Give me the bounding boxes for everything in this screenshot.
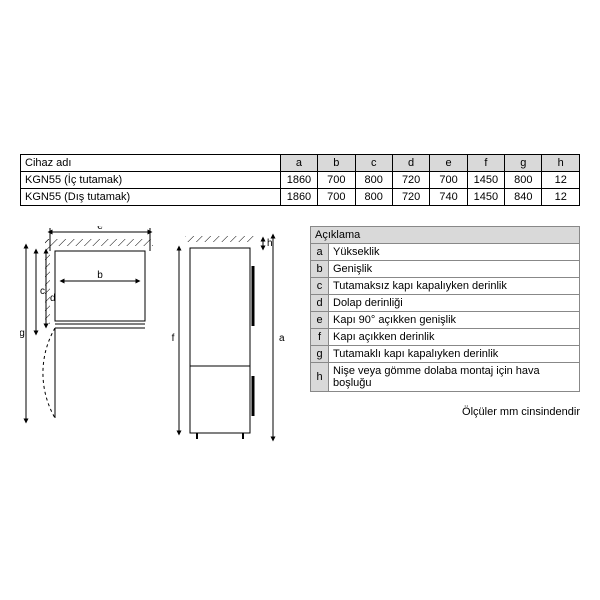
legend-title: Açıklama	[311, 227, 580, 244]
dim-label-g: g	[20, 328, 25, 339]
cell: 700	[430, 172, 467, 189]
row-name: KGN55 (İç tutamak)	[21, 172, 281, 189]
legend-text: Tutamaklı kapı kapalıyken derinlik	[329, 346, 580, 363]
legend-text: Dolap derinliği	[329, 295, 580, 312]
dim-col-b: b	[318, 155, 355, 172]
cell: 800	[505, 172, 542, 189]
cell: 1860	[280, 172, 317, 189]
legend-key: f	[311, 329, 329, 346]
legend-key: b	[311, 261, 329, 278]
dim-label-c: c	[40, 286, 45, 297]
dim-label-e: e	[97, 226, 103, 232]
dim-label-b: b	[97, 270, 103, 281]
dim-label-f: f	[172, 333, 175, 344]
dim-col-c: c	[355, 155, 392, 172]
dim-col-h: h	[542, 155, 580, 172]
cell: 1450	[467, 172, 504, 189]
legend-text: Kapı 90° açıkken genişlik	[329, 312, 580, 329]
dim-label-h: h	[267, 238, 273, 249]
cell: 720	[392, 189, 429, 206]
dim-col-a: a	[280, 155, 317, 172]
dim-col-d: d	[392, 155, 429, 172]
drawing-svg: e b g c d	[20, 226, 300, 446]
cell: 740	[430, 189, 467, 206]
legend-text: Tutamaksız kapı kapalıyken derinlik	[329, 278, 580, 295]
row-name: KGN55 (Dış tutamak)	[21, 189, 281, 206]
cell: 700	[318, 189, 355, 206]
table-row: KGN55 (Dış tutamak) 1860 700 800 720 740…	[21, 189, 580, 206]
cell: 700	[318, 172, 355, 189]
dimensions-table: Cihaz adı a b c d e f g h KGN55 (İç tuta…	[20, 154, 580, 206]
legend-text: Yükseklik	[329, 244, 580, 261]
dim-col-f: f	[467, 155, 504, 172]
cell: 800	[355, 172, 392, 189]
legend-key: g	[311, 346, 329, 363]
legend-text: Genişlik	[329, 261, 580, 278]
dim-label-d: d	[50, 293, 56, 304]
dim-col-e: e	[430, 155, 467, 172]
cell: 840	[505, 189, 542, 206]
legend-key: d	[311, 295, 329, 312]
cell: 1860	[280, 189, 317, 206]
legend-text: Nişe veya gömme dolaba montaj için hava …	[329, 363, 580, 392]
legend-key: c	[311, 278, 329, 295]
dim-col-g: g	[505, 155, 542, 172]
cell: 800	[355, 189, 392, 206]
cell: 12	[542, 189, 580, 206]
dim-header-name: Cihaz adı	[21, 155, 281, 172]
legend-key: a	[311, 244, 329, 261]
legend-key: h	[311, 363, 329, 392]
legend-key: e	[311, 312, 329, 329]
legend-text: Kapı açıkken derinlik	[329, 329, 580, 346]
legend-table: Açıklama aYükseklik bGenişlik cTutamaksı…	[310, 226, 580, 392]
dimension-drawings: e b g c d	[20, 226, 300, 446]
cell: 720	[392, 172, 429, 189]
cell: 1450	[467, 189, 504, 206]
footnote: Ölçüler mm cinsindendir	[310, 406, 580, 418]
dim-label-a: a	[279, 333, 285, 344]
table-row: KGN55 (İç tutamak) 1860 700 800 720 700 …	[21, 172, 580, 189]
cell: 12	[542, 172, 580, 189]
